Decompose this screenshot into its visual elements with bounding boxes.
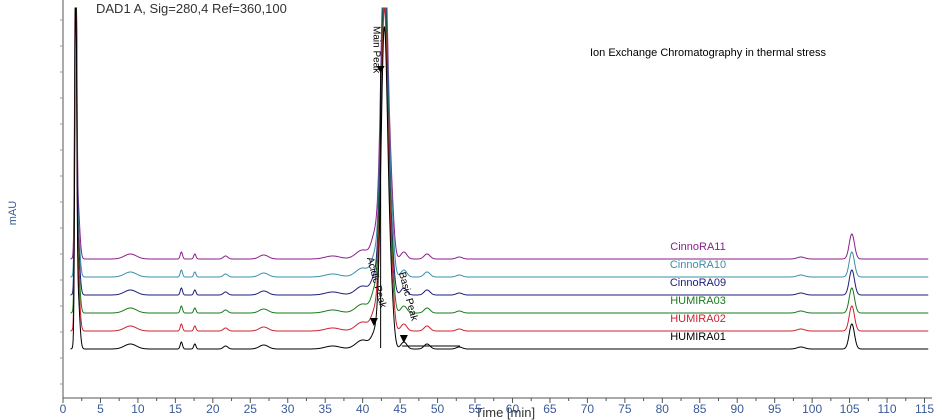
x-ticks: 0 5 10 15 20 25 30 35 40 45 50 55 60 65 70 75 80 85 90 95 10…: [60, 398, 934, 416]
x-tick-label: 40: [356, 402, 370, 416]
x-tick-label: 15: [169, 402, 183, 416]
x-tick-label: 25: [244, 402, 258, 416]
x-tick-label: 20: [206, 402, 220, 416]
x-tick-label: 115: [915, 402, 934, 416]
trace-cinnora10: [70, 7, 929, 278]
legend-cinnora10: CinnoRA10: [670, 259, 726, 271]
legend-cinnora09: CinnoRA09: [670, 277, 726, 289]
y-axis-label: mAU: [7, 201, 19, 226]
x-tick-label: 75: [618, 402, 632, 416]
x-tick-label: 0: [60, 402, 67, 416]
x-tick-label: 80: [656, 402, 670, 416]
basic-peak-label: Basic Peak: [396, 271, 420, 323]
x-tick-label: 90: [731, 402, 745, 416]
acidic-peak-arrow: [369, 318, 378, 326]
basic-peak-arrow: [399, 335, 408, 343]
trace-humira02: [70, 7, 929, 332]
x-tick-label: 85: [693, 402, 707, 416]
legend-humira03: HUMIRA03: [670, 295, 726, 307]
x-tick-label: 5: [97, 402, 104, 416]
x-tick-label: 60: [506, 402, 520, 416]
trace-humira03: [70, 7, 929, 314]
chart-title: Ion Exchange Chromatography in thermal s…: [590, 47, 827, 59]
x-axis-label: Time [min]: [475, 405, 535, 420]
acidic-peak-label: Acidic Peak: [364, 256, 388, 310]
y-minor-ticks: [60, 19, 63, 385]
legend-humira01: HUMIRA01: [670, 331, 726, 343]
traces: [70, 7, 929, 350]
x-tick-label: 50: [431, 402, 445, 416]
trace-humira01: [70, 7, 929, 350]
x-tick-label: 10: [131, 402, 145, 416]
main-peak-label: Main Peak: [371, 26, 382, 74]
x-tick-label: 110: [877, 402, 896, 416]
main-peak-arrow: [376, 66, 385, 73]
legend-humira02: HUMIRA02: [670, 313, 726, 325]
trace-cinnora09: [70, 7, 929, 296]
x-tick-label: 30: [281, 402, 295, 416]
x-tick-label: 65: [543, 402, 557, 416]
x-tick-label: 70: [581, 402, 595, 416]
trace-labels: CinnoRA11 CinnoRA10 CinnoRA09 HUMIRA03 HUMIR…: [670, 241, 726, 343]
x-tick-label: 95: [768, 402, 782, 416]
x-tick-label: 100: [802, 402, 822, 416]
x-tick-label: 35: [319, 402, 333, 416]
x-tick-label: 45: [393, 402, 407, 416]
x-tick-label: 55: [468, 402, 482, 416]
signal-label: DAD1 A, Sig=280,4 Ref=360,100: [96, 1, 287, 16]
trace-cinnora11: [70, 7, 929, 260]
legend-cinnora11: CinnoRA11: [670, 241, 725, 253]
x-tick-label: 105: [840, 402, 860, 416]
